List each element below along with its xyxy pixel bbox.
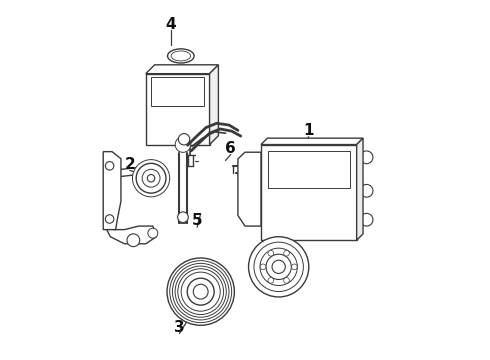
Circle shape [187,278,214,305]
Circle shape [254,242,303,292]
Bar [261,145,357,240]
Text: 2: 2 [124,157,135,172]
Circle shape [268,251,274,256]
Circle shape [170,261,232,323]
Circle shape [127,234,140,247]
Circle shape [272,260,285,274]
Polygon shape [261,138,363,145]
Circle shape [132,159,170,197]
Circle shape [172,264,229,320]
Circle shape [360,151,373,164]
Polygon shape [210,65,219,145]
Text: 5: 5 [192,213,202,228]
Bar [268,151,349,188]
Circle shape [167,258,234,325]
Polygon shape [146,65,219,74]
Circle shape [260,264,266,270]
Circle shape [284,278,289,283]
Circle shape [178,212,188,222]
Circle shape [179,140,187,149]
Circle shape [147,175,155,182]
Circle shape [284,251,289,256]
Circle shape [178,269,223,315]
Circle shape [181,272,220,311]
Circle shape [266,254,292,279]
Circle shape [178,134,190,145]
Ellipse shape [171,51,191,61]
Circle shape [360,184,373,197]
Polygon shape [357,138,363,240]
Circle shape [292,264,297,270]
Circle shape [175,266,226,317]
Circle shape [360,213,373,226]
Circle shape [260,248,297,285]
Circle shape [148,228,158,238]
Circle shape [142,169,160,187]
Text: 6: 6 [225,141,236,156]
Bar [146,74,210,145]
Bar [151,77,204,105]
Text: 3: 3 [174,320,185,334]
Text: 4: 4 [165,17,176,32]
Circle shape [105,215,114,223]
Circle shape [136,163,166,193]
Circle shape [175,137,191,152]
Circle shape [268,278,274,283]
Ellipse shape [168,49,194,63]
Polygon shape [238,152,261,226]
Text: 1: 1 [303,123,314,138]
Circle shape [105,162,114,170]
Polygon shape [103,152,121,230]
Circle shape [248,237,309,297]
Circle shape [193,284,208,299]
